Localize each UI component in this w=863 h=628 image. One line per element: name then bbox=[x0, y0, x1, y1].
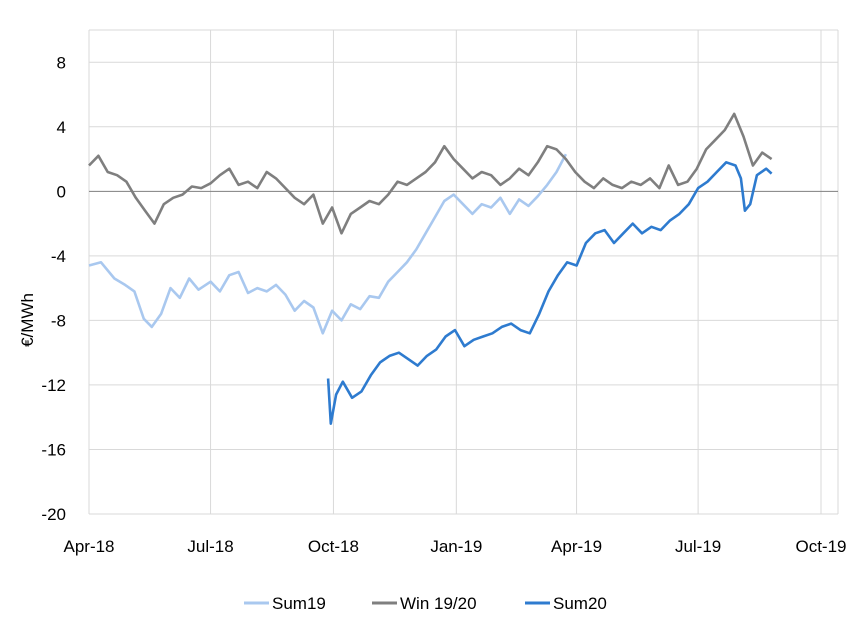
y-tick-label: -12 bbox=[41, 376, 66, 395]
y-tick-label: 8 bbox=[57, 53, 66, 72]
series-line-sum19 bbox=[88, 153, 568, 335]
y-tick-label: -4 bbox=[51, 247, 66, 266]
series-line-win-19-20 bbox=[88, 112, 773, 235]
x-tick-label: Oct-18 bbox=[308, 537, 359, 556]
y-tick-label: -20 bbox=[41, 505, 66, 524]
legend: Sum19 Win 19/20 Sum20 bbox=[244, 594, 607, 613]
legend-label: Sum19 bbox=[272, 594, 326, 613]
y-tick-label: 4 bbox=[57, 118, 66, 137]
series-line-sum20 bbox=[326, 161, 773, 425]
x-axis-ticks: Apr-18 Jul-18 Oct-18 Jan-19 Apr-19 Jul-19 Oct-… bbox=[63, 537, 846, 556]
x-tick-label: Jul-18 bbox=[187, 537, 233, 556]
y-axis-title: €/MWh bbox=[18, 293, 37, 347]
x-tick-label: Oct-19 bbox=[795, 537, 846, 556]
x-tick-label: Apr-19 bbox=[551, 537, 602, 556]
legend-label: Sum20 bbox=[553, 594, 607, 613]
y-tick-label: -16 bbox=[41, 440, 66, 459]
x-tick-label: Jul-19 bbox=[675, 537, 721, 556]
legend-label: Win 19/20 bbox=[400, 594, 477, 613]
y-tick-label: 0 bbox=[57, 182, 66, 201]
x-tick-label: Jan-19 bbox=[430, 537, 482, 556]
grid bbox=[88, 29, 839, 515]
series-layer bbox=[88, 112, 773, 425]
x-tick-label: Apr-18 bbox=[63, 537, 114, 556]
y-axis-ticks: 8 4 0 -4 -8 -12 -16 -20 bbox=[41, 53, 66, 524]
y-tick-label: -8 bbox=[51, 311, 66, 330]
